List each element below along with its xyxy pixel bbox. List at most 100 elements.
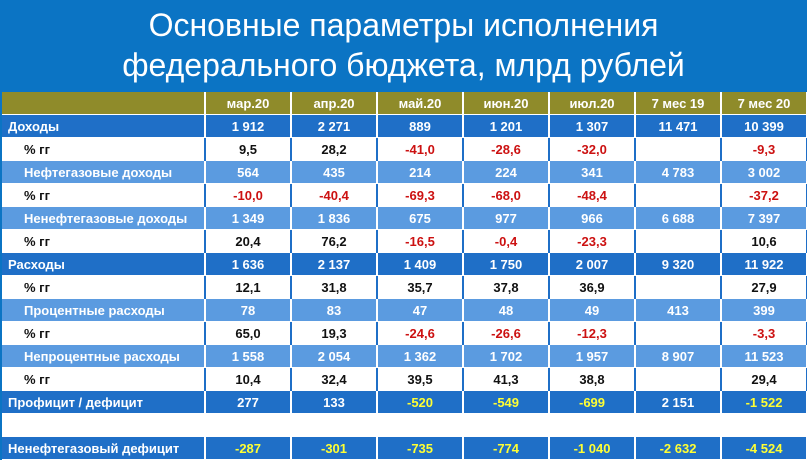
table-cell: 6 688 <box>635 206 722 230</box>
table-cell: 11 523 <box>721 344 807 368</box>
table-cell: -37,2 <box>721 183 807 207</box>
table-cell: 1 307 <box>549 114 636 138</box>
column-header: мар.20 <box>205 92 292 115</box>
table-cell <box>721 413 807 437</box>
table-row: Процентные расходы 78 83 47 48 49 413 399 <box>2 298 807 322</box>
table-cell: 224 <box>463 160 550 184</box>
column-header: 7 мес 20 <box>721 92 807 115</box>
row-label: % гг <box>2 183 206 207</box>
table-cell: 1 409 <box>377 252 464 276</box>
table-cell: 1 362 <box>377 344 464 368</box>
table-cell: 133 <box>291 390 378 414</box>
table-row: % гг 10,4 32,4 39,5 41,3 38,8 29,4 <box>2 367 807 391</box>
table-row: % гг -10,0 -40,4 -69,3 -68,0 -48,4 -37,2 <box>2 183 807 207</box>
column-header: май.20 <box>377 92 464 115</box>
table-cell: 78 <box>205 298 292 322</box>
table-cell: 7 397 <box>721 206 807 230</box>
table-row: Доходы 1 912 2 271 889 1 201 1 307 11 471 10 39… <box>2 114 807 138</box>
table-row: Непроцентные расходы 1 558 2 054 1 362 1 702… <box>2 344 807 368</box>
table-cell: 2 007 <box>549 252 636 276</box>
table-cell <box>291 413 378 437</box>
row-label: % гг <box>2 137 206 161</box>
table-cell: 564 <box>205 160 292 184</box>
table-cell: -2 632 <box>635 436 722 460</box>
table-cell: 10,6 <box>721 229 807 253</box>
table-cell: 47 <box>377 298 464 322</box>
table-cell: 36,9 <box>549 275 636 299</box>
table-row: Нефтегазовые доходы 564 435 214 224 341 4 783 3… <box>2 160 807 184</box>
table-cell: 35,7 <box>377 275 464 299</box>
table-cell <box>635 413 722 437</box>
table-cell: 1 957 <box>549 344 636 368</box>
title-line-1: Основные параметры исполнения <box>148 7 659 43</box>
table-cell <box>635 321 722 345</box>
row-label: Ненефтегазовые доходы <box>2 206 206 230</box>
title-line-2: федерального бюджета, млрд рублей <box>122 47 685 83</box>
table-cell: -9,3 <box>721 137 807 161</box>
table-row: Расходы 1 636 2 137 1 409 1 750 2 007 9 320 11 … <box>2 252 807 276</box>
table-cell: -699 <box>549 390 636 414</box>
table-cell: 31,8 <box>291 275 378 299</box>
column-header: июл.20 <box>549 92 636 115</box>
table-cell: -520 <box>377 390 464 414</box>
table-cell: 1 636 <box>205 252 292 276</box>
table-cell: -12,3 <box>549 321 636 345</box>
table-cell: 413 <box>635 298 722 322</box>
table-cell <box>463 413 550 437</box>
table-cell: 11 922 <box>721 252 807 276</box>
table-row: % гг 12,1 31,8 35,7 37,8 36,9 27,9 <box>2 275 807 299</box>
table-cell: -69,3 <box>377 183 464 207</box>
table-cell: -28,6 <box>463 137 550 161</box>
row-label: % гг <box>2 229 206 253</box>
table-cell: -48,4 <box>549 183 636 207</box>
table-cell: -41,0 <box>377 137 464 161</box>
table-cell <box>549 413 636 437</box>
table-cell: 1 912 <box>205 114 292 138</box>
column-header: апр.20 <box>291 92 378 115</box>
table-cell: 2 151 <box>635 390 722 414</box>
table-cell: 39,5 <box>377 367 464 391</box>
table-cell: 977 <box>463 206 550 230</box>
row-label: Доходы <box>2 114 206 138</box>
table-cell: 83 <box>291 298 378 322</box>
table-cell: 1 558 <box>205 344 292 368</box>
table-cell: 49 <box>549 298 636 322</box>
table-cell: 9,5 <box>205 137 292 161</box>
table-cell: 1 750 <box>463 252 550 276</box>
table-row: Ненефтегазовые доходы 1 349 1 836 675 977 966… <box>2 206 807 230</box>
table-cell: -32,0 <box>549 137 636 161</box>
table-cell: 28,2 <box>291 137 378 161</box>
table-cell <box>635 275 722 299</box>
table-cell: 37,8 <box>463 275 550 299</box>
row-label: Непроцентные расходы <box>2 344 206 368</box>
table-cell: -3,3 <box>721 321 807 345</box>
column-header: 7 мес 19 <box>635 92 722 115</box>
row-label: Процентные расходы <box>2 298 206 322</box>
table-cell: 29,4 <box>721 367 807 391</box>
table-cell: -23,3 <box>549 229 636 253</box>
table-row: Ненефтегазовый дефицит -287 -301 -735 -774 -1… <box>2 436 807 460</box>
table-cell: 32,4 <box>291 367 378 391</box>
table-cell: 11 471 <box>635 114 722 138</box>
table-cell: 41,3 <box>463 367 550 391</box>
table-cell <box>635 229 722 253</box>
table-cell <box>635 137 722 161</box>
table-cell: 38,8 <box>549 367 636 391</box>
table-cell: 19,3 <box>291 321 378 345</box>
table-cell: -10,0 <box>205 183 292 207</box>
table-cell: -287 <box>205 436 292 460</box>
row-label: % гг <box>2 321 206 345</box>
row-label: % гг <box>2 275 206 299</box>
table-cell: 889 <box>377 114 464 138</box>
table-cell: 48 <box>463 298 550 322</box>
table-cell: -1 040 <box>549 436 636 460</box>
budget-table: мар.20 апр.20 май.20 июн.20 июл.20 7 мес… <box>2 92 807 460</box>
table-cell: 2 137 <box>291 252 378 276</box>
table-cell: -549 <box>463 390 550 414</box>
table-cell <box>635 367 722 391</box>
table-cell: -24,6 <box>377 321 464 345</box>
table-cell: 4 783 <box>635 160 722 184</box>
table-cell: 76,2 <box>291 229 378 253</box>
row-label: Нефтегазовые доходы <box>2 160 206 184</box>
header-row: мар.20 апр.20 май.20 июн.20 июл.20 7 мес… <box>2 92 807 115</box>
